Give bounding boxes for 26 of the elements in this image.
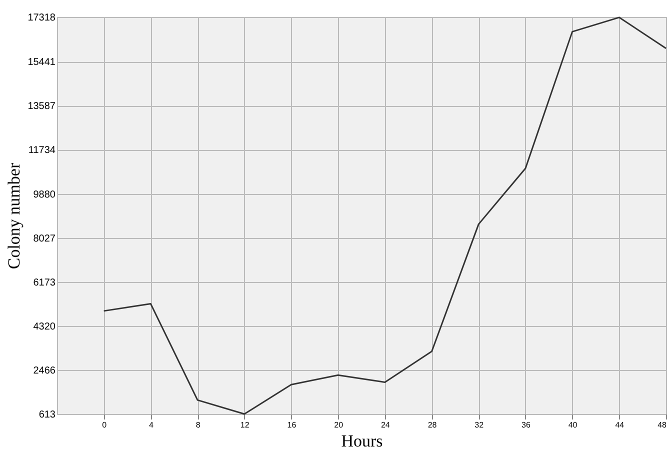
- y-tick-label: 4320: [33, 321, 56, 332]
- x-tick-label: 28: [428, 420, 438, 430]
- y-tick-label: 9880: [33, 189, 56, 200]
- x-tick-label: 24: [380, 420, 390, 430]
- x-tick-label: 0: [102, 420, 108, 430]
- y-tick-label: 13587: [28, 101, 56, 112]
- y-tick-label: 17318: [28, 12, 56, 24]
- x-tick-label: 12: [240, 420, 250, 430]
- x-tick-label: 44: [615, 420, 625, 430]
- x-tick-label: 8: [196, 420, 201, 430]
- y-axis-title: Colony number: [4, 162, 24, 270]
- y-tick-label: 613: [38, 410, 56, 420]
- x-axis-title: Hours: [341, 432, 383, 450]
- y-tick-label: 11734: [28, 145, 56, 156]
- x-tick-label: 36: [522, 420, 531, 430]
- y-tick-label: 2466: [33, 365, 56, 376]
- x-tick-label: 4: [148, 420, 154, 430]
- x-tick-label: 20: [334, 420, 344, 430]
- y-tick-label: 6173: [33, 277, 56, 288]
- x-tick-label: 16: [287, 420, 297, 430]
- x-tick-label: 48: [658, 420, 668, 430]
- x-tick-label: 32: [474, 420, 484, 430]
- y-tick-label: 8027: [33, 233, 56, 244]
- y-tick-label: 15441: [28, 57, 56, 68]
- line-series: [103, 16, 667, 415]
- x-tick-label: 40: [568, 420, 578, 430]
